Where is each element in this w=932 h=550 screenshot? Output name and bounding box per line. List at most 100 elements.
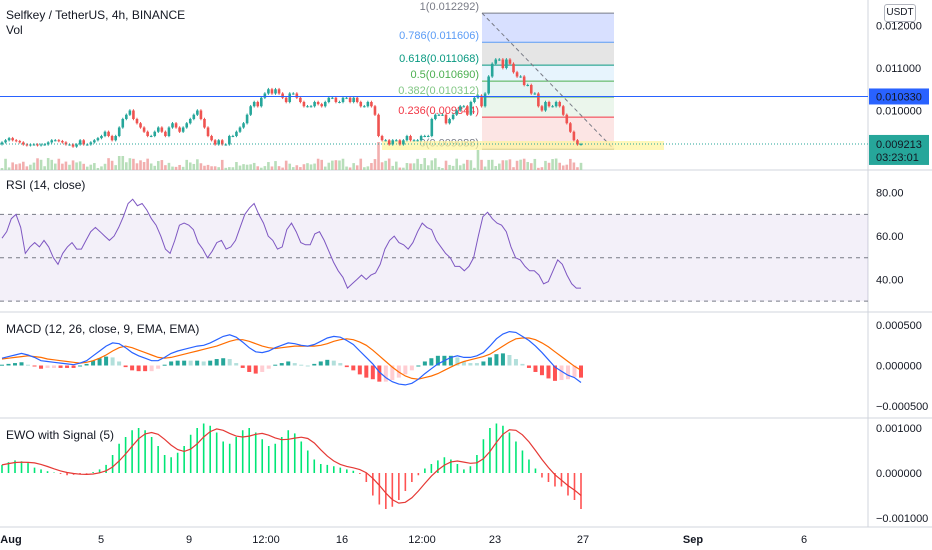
macd-histogram-bar — [260, 365, 265, 372]
volume-bar — [252, 162, 256, 170]
volume-bar — [192, 163, 196, 170]
candle-body — [526, 85, 530, 86]
candle-body — [391, 140, 395, 145]
candle-body — [75, 144, 78, 147]
rsi-title[interactable]: RSI (14, close) — [6, 178, 86, 192]
macd-histogram-bar — [273, 364, 278, 366]
volume-bar — [171, 166, 174, 170]
volume-bar — [476, 150, 480, 170]
candle-body — [387, 140, 391, 145]
volume-bar — [274, 161, 277, 170]
candle-body — [363, 106, 366, 108]
fib-level-label: 0.5(0.010690) — [411, 69, 480, 81]
volume-bar — [437, 166, 441, 170]
candle-body — [402, 140, 405, 145]
candle-body — [540, 106, 544, 111]
macd-histogram-bar — [104, 356, 109, 366]
volume-bar — [22, 161, 25, 170]
candle-body — [68, 144, 71, 146]
volume-bar — [487, 159, 490, 170]
volume-legend[interactable]: Vol — [6, 23, 23, 37]
candle-body — [125, 114, 128, 119]
candle-body — [107, 131, 110, 136]
candle-body — [203, 119, 206, 128]
volume-bar — [398, 167, 402, 170]
macd-histogram-bar — [130, 365, 135, 371]
symbol-title[interactable]: Selfkey / TetherUS, 4h, BINANCE — [6, 8, 186, 22]
volume-bar — [217, 167, 220, 170]
candle-body — [235, 131, 238, 136]
volume-bar — [441, 167, 444, 170]
macd-histogram-bar — [91, 360, 96, 366]
time-tick-label: Sep — [683, 534, 703, 546]
volume-bar — [270, 166, 274, 170]
macd-histogram-bar — [331, 360, 336, 366]
candle-body — [522, 76, 526, 85]
volume-bar — [451, 165, 455, 170]
candle-body — [426, 136, 430, 137]
price-overlays — [0, 95, 868, 145]
macd-histogram-bar — [39, 365, 44, 369]
macd-histogram-bar — [156, 365, 161, 369]
ewo-title[interactable]: EWO with Signal (5) — [6, 428, 115, 442]
volume-bar — [384, 160, 387, 170]
macd-histogram-bar — [117, 361, 122, 366]
candle-body — [61, 141, 64, 143]
macd-title[interactable]: MACD (12, 26, close, 9, EMA, EMA) — [6, 322, 200, 336]
macd-histogram-bar — [221, 358, 226, 366]
macd-histogram-bar — [227, 359, 232, 366]
last-price-label: 0.009213 — [876, 139, 922, 151]
volume-bar — [483, 166, 487, 170]
volume-bar — [103, 163, 107, 170]
time-tick-label: 6 — [801, 534, 807, 546]
candle-body — [18, 141, 22, 143]
candle-body — [132, 110, 135, 119]
volume-bar — [423, 158, 427, 170]
volume-bar — [71, 160, 75, 170]
macd-histogram-bar — [494, 354, 499, 366]
macd-histogram-bar — [234, 363, 239, 366]
candle-body — [505, 59, 508, 68]
candle-body — [185, 123, 189, 128]
candle-body — [96, 138, 100, 141]
volume-bar — [380, 162, 384, 170]
volume-bar — [245, 164, 249, 170]
macd-histogram-bar — [84, 363, 89, 366]
candle-body — [206, 127, 210, 136]
volume-bar — [61, 163, 64, 170]
volume-bar — [110, 160, 114, 170]
candle-body — [110, 136, 114, 141]
volume-bar — [199, 163, 203, 170]
hline-price-label: 0.010330 — [876, 91, 922, 103]
fibonacci-retracement[interactable]: 1(0.012292) 0.786(0.011606) 0.618(0.011068… — [382, 1, 664, 150]
rsi-tick-label: 60.00 — [876, 231, 904, 243]
volume-bar — [178, 164, 181, 170]
volume-bar — [391, 165, 395, 170]
candle-body — [25, 144, 29, 146]
candle-body — [274, 89, 277, 94]
candle-body — [490, 63, 494, 77]
candle-body — [554, 102, 558, 107]
macd-histogram-bar — [136, 365, 141, 372]
ewo-pane — [1, 423, 582, 509]
volume-bar — [498, 163, 501, 170]
volume-bar — [256, 166, 260, 170]
candle-body — [174, 123, 178, 128]
volume-bar — [323, 166, 327, 170]
volume-bar — [299, 167, 302, 170]
candle-body — [359, 102, 363, 107]
currency-button[interactable]: USDT — [884, 4, 916, 22]
volume-bar — [434, 158, 437, 170]
volume-bar — [14, 164, 18, 170]
macd-histogram-bar — [429, 358, 434, 366]
macd-histogram-bar — [579, 365, 583, 378]
macd-histogram-bar — [325, 359, 330, 366]
fib-level-label: 0.382(0.010312) — [398, 85, 479, 97]
candle-body — [409, 136, 412, 141]
volume-bar — [409, 163, 412, 170]
volume-bar — [249, 164, 252, 170]
macd-histogram-bar — [526, 365, 531, 368]
candle-body — [114, 136, 117, 141]
macd-histogram-bar — [422, 361, 427, 366]
